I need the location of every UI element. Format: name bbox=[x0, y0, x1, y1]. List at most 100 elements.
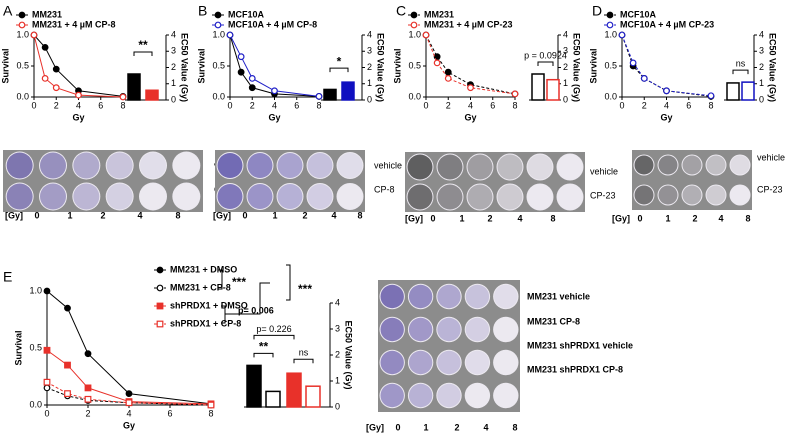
well-colonies bbox=[6, 183, 33, 210]
marker bbox=[30, 31, 38, 39]
annotation: p= 0.226 bbox=[256, 324, 291, 334]
well bbox=[72, 151, 101, 180]
y-tick-label: 0.0 bbox=[29, 399, 42, 409]
well-colonies bbox=[730, 155, 750, 175]
x-tick-label: 4 bbox=[76, 100, 81, 110]
well-colonies bbox=[140, 152, 166, 179]
x-tick-label: 4 bbox=[468, 100, 473, 110]
well bbox=[526, 153, 554, 181]
x-tick-label: 8 bbox=[512, 100, 517, 110]
bar bbox=[305, 385, 321, 408]
marker bbox=[125, 399, 133, 407]
x-tick-label: 0 bbox=[227, 100, 232, 110]
well bbox=[436, 382, 462, 409]
well-colonies bbox=[73, 152, 100, 179]
well-colonies bbox=[528, 185, 553, 210]
well bbox=[464, 283, 491, 310]
bar bbox=[341, 81, 355, 101]
marker bbox=[467, 84, 474, 92]
well-colonies bbox=[465, 350, 490, 375]
marker bbox=[226, 31, 234, 39]
bracket bbox=[537, 61, 554, 66]
row-label: MM231 shPRDX1 CP-8 bbox=[527, 364, 623, 374]
x-tick-label: 2 bbox=[250, 100, 255, 110]
x-tick-label: 6 bbox=[686, 100, 691, 110]
well-colonies bbox=[40, 152, 66, 179]
well-colonies bbox=[494, 351, 517, 374]
well bbox=[705, 154, 727, 176]
annotation: ** bbox=[259, 340, 269, 354]
y-axis-label: Survival bbox=[13, 330, 23, 365]
bracket bbox=[218, 269, 223, 290]
annotation: ** bbox=[138, 38, 148, 52]
marker bbox=[119, 93, 127, 101]
well-colonies bbox=[497, 184, 523, 210]
bracket bbox=[253, 352, 274, 358]
legend-marker bbox=[18, 11, 26, 19]
well-colonies bbox=[217, 153, 243, 178]
panel-label: C bbox=[396, 3, 406, 19]
marker bbox=[422, 31, 430, 39]
well-colonies bbox=[527, 154, 553, 180]
well-colonies bbox=[437, 154, 463, 180]
y-tick-label: 0.5 bbox=[29, 342, 42, 352]
row-label: CP-8 bbox=[374, 184, 395, 194]
series-line bbox=[229, 34, 320, 97]
marker bbox=[41, 44, 49, 51]
well-colonies bbox=[682, 155, 702, 175]
y-tick-label: 0.5 bbox=[212, 60, 225, 70]
x-tick-label: 4 bbox=[126, 408, 131, 418]
y-tick-label: 1 bbox=[335, 375, 340, 385]
legend-label: MM231 + 4 µM CP-8 bbox=[32, 19, 115, 29]
y-tick-label: 1.0 bbox=[212, 29, 225, 39]
dose: 2 bbox=[487, 213, 492, 223]
y-tick-label: 4 bbox=[759, 29, 764, 39]
marker bbox=[618, 31, 626, 39]
x-tick-label: 4 bbox=[664, 100, 669, 110]
well-colonies bbox=[140, 184, 166, 210]
dose-label: [Gy] bbox=[612, 213, 630, 223]
well-colonies bbox=[437, 383, 461, 408]
series-line bbox=[425, 34, 516, 95]
bar bbox=[145, 89, 159, 101]
well bbox=[493, 382, 519, 409]
y-tick-label: 0 bbox=[171, 94, 176, 104]
well bbox=[705, 184, 727, 206]
bracket bbox=[225, 282, 270, 315]
bar bbox=[741, 81, 755, 101]
well-colonies bbox=[173, 153, 199, 179]
marker bbox=[248, 84, 256, 92]
well bbox=[496, 183, 524, 211]
x-tick-label: 2 bbox=[85, 408, 90, 418]
well bbox=[105, 182, 134, 211]
dose: 0 bbox=[242, 210, 247, 220]
well-colonies bbox=[106, 152, 133, 179]
marker bbox=[640, 74, 648, 82]
well-colonies bbox=[658, 155, 678, 175]
y-tick-label: 4 bbox=[171, 29, 176, 39]
marker bbox=[663, 87, 670, 95]
well-colonies bbox=[380, 317, 404, 342]
legend-label: MM231 bbox=[424, 9, 454, 19]
well-colonies bbox=[380, 383, 404, 408]
y-tick-label: 3 bbox=[367, 46, 372, 56]
dose: 1 bbox=[665, 213, 670, 223]
dose-label: [Gy] bbox=[366, 422, 384, 432]
marker bbox=[237, 53, 245, 61]
x-tick-label: 2 bbox=[642, 100, 647, 110]
bar bbox=[323, 88, 337, 101]
y-axis-label: Survival bbox=[0, 48, 10, 83]
y-tick-label: 4 bbox=[563, 29, 568, 39]
y-tick-label: 0.0 bbox=[604, 91, 617, 101]
well-colonies bbox=[494, 284, 518, 309]
dose: 0 bbox=[34, 210, 39, 220]
y-tick-label: 1 bbox=[367, 78, 372, 88]
annotation: *** bbox=[232, 275, 246, 289]
y-tick-label: 1 bbox=[759, 78, 764, 88]
y-tick-label: 1.0 bbox=[16, 29, 29, 39]
well bbox=[464, 382, 491, 409]
well bbox=[729, 184, 751, 206]
marker bbox=[237, 68, 245, 76]
dose: 2 bbox=[100, 210, 105, 220]
well-colonies bbox=[558, 185, 583, 210]
